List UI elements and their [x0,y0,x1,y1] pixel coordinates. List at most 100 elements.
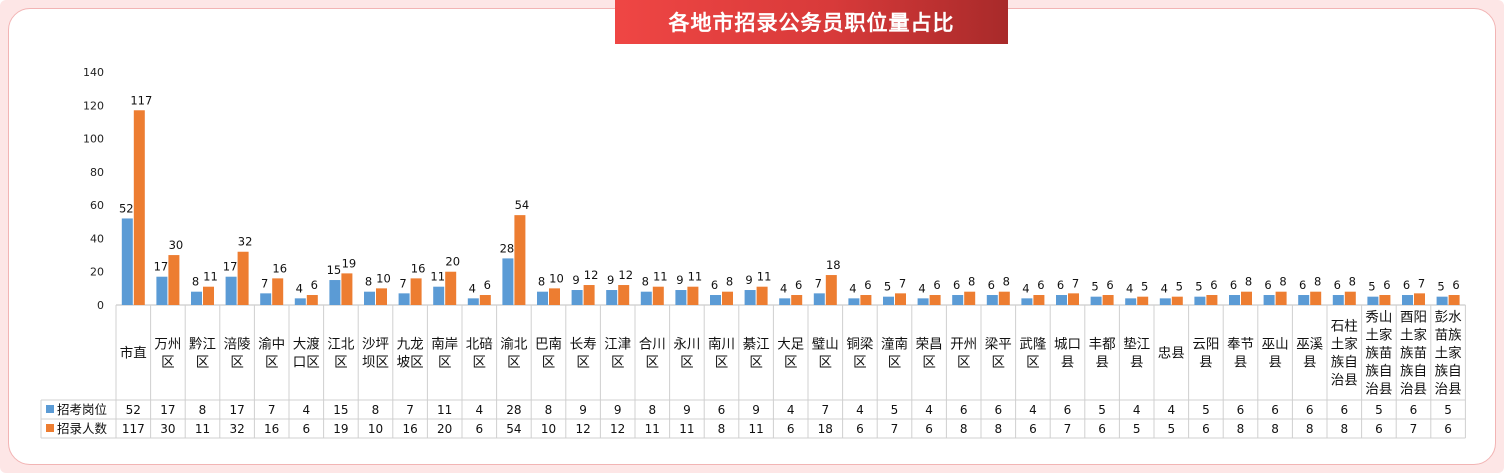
category-label: 土家 [1435,345,1463,362]
bar-positions [1298,295,1310,305]
data-label: 8 [1279,275,1286,289]
table-value: 8 [718,422,726,436]
data-label: 11 [757,270,772,284]
bar-positions [917,298,929,305]
legend-label: 招考岗位 [57,402,107,417]
data-label: 7 [815,276,822,290]
bar-positions [364,291,375,305]
table-value: 10 [541,422,556,436]
table-value: 8 [372,403,380,417]
data-label: 8 [642,275,649,289]
category-label: 忠县 [1158,346,1185,362]
category-label: 区 [957,355,971,371]
category-label: 区 [1026,355,1040,371]
category-label: 区 [680,355,694,371]
category-label: 区 [265,355,279,371]
bar-recruits [618,285,630,305]
table-value: 6 [1271,403,1279,417]
bar-positions [156,276,168,305]
data-label: 54 [515,198,530,212]
table-value: 7 [891,422,899,436]
data-label: 5 [1437,280,1444,294]
bar-recruits [791,295,803,305]
category-label: 合川 [639,337,666,353]
category-label: 开州 [950,337,977,353]
bar-recruits [1171,296,1183,305]
category-label: 县 [1268,355,1282,371]
category-label: 县 [1199,355,1213,371]
table-value: 7 [821,403,829,417]
bar-positions [467,298,479,305]
data-label: 6 [1299,278,1306,292]
bar-recruits [756,286,768,305]
data-label: 11 [688,270,703,284]
bar-recruits [1068,293,1079,305]
table-value: 117 [122,422,145,436]
category-label: 族自 [1400,364,1427,380]
table-value: 30 [160,422,175,436]
table-value: 16 [264,422,279,436]
bar-recruits [514,215,526,305]
table-value: 6 [1064,403,1072,417]
legend-swatch [46,405,54,413]
data-label: 5 [884,280,891,294]
bar-positions [640,291,652,305]
data-label: 6 [1037,278,1044,292]
data-label: 6 [484,278,491,292]
bar-recruits [168,255,180,305]
bar-positions [744,290,756,305]
category-label: 区 [196,355,210,371]
category-label: 荣昌 [916,337,943,353]
data-label: 9 [745,273,752,287]
y-tick-label: 20 [90,266,104,279]
bar-positions [1367,296,1379,305]
data-label: 7 [261,276,268,290]
table-value: 7 [268,403,276,417]
category-label: 南岸 [431,337,458,353]
table-value: 6 [475,422,483,436]
bar-positions [986,295,998,305]
category-label: 区 [161,355,175,371]
category-label: 武隆 [1019,337,1047,353]
data-label: 6 [1210,278,1217,292]
category-label: 区 [853,355,867,371]
bar-recruits [652,286,664,305]
table-value: 12 [610,422,625,436]
data-label: 12 [584,268,599,282]
table-value: 8 [648,403,656,417]
bar-recruits [376,288,387,305]
data-label: 7 [1418,276,1425,290]
table-value: 9 [614,403,622,417]
data-label: 7 [1072,276,1079,290]
y-tick-label: 60 [90,199,104,212]
bar-positions [537,291,548,305]
category-label: 族自 [1435,364,1462,380]
category-label: 口区 [293,355,320,371]
data-label: 8 [365,275,372,289]
y-tick-label: 0 [97,299,104,312]
category-label: 坝区 [362,355,389,371]
category-label: 巴南 [535,337,562,353]
table-value: 17 [229,403,244,417]
category-label: 铜梁 [846,337,874,353]
data-label: 117 [130,93,152,107]
table-value: 4 [856,403,864,417]
table-value: 8 [1306,422,1314,436]
bar-positions [1263,295,1275,305]
bar-positions [883,296,894,305]
category-label: 县 [1061,355,1075,371]
data-label: 6 [1057,278,1064,292]
bar-positions [502,258,514,305]
bar-recruits [306,295,318,305]
table-value: 11 [645,422,660,436]
table-value: 6 [1029,422,1037,436]
bar-positions [1125,298,1137,305]
category-label: 大渡 [293,337,320,353]
data-label: 19 [342,256,357,270]
category-label: 区 [992,355,1006,371]
bar-recruits [929,295,941,305]
table-value: 5 [1202,403,1210,417]
data-label: 28 [500,241,515,255]
bar-recruits [1414,293,1425,305]
